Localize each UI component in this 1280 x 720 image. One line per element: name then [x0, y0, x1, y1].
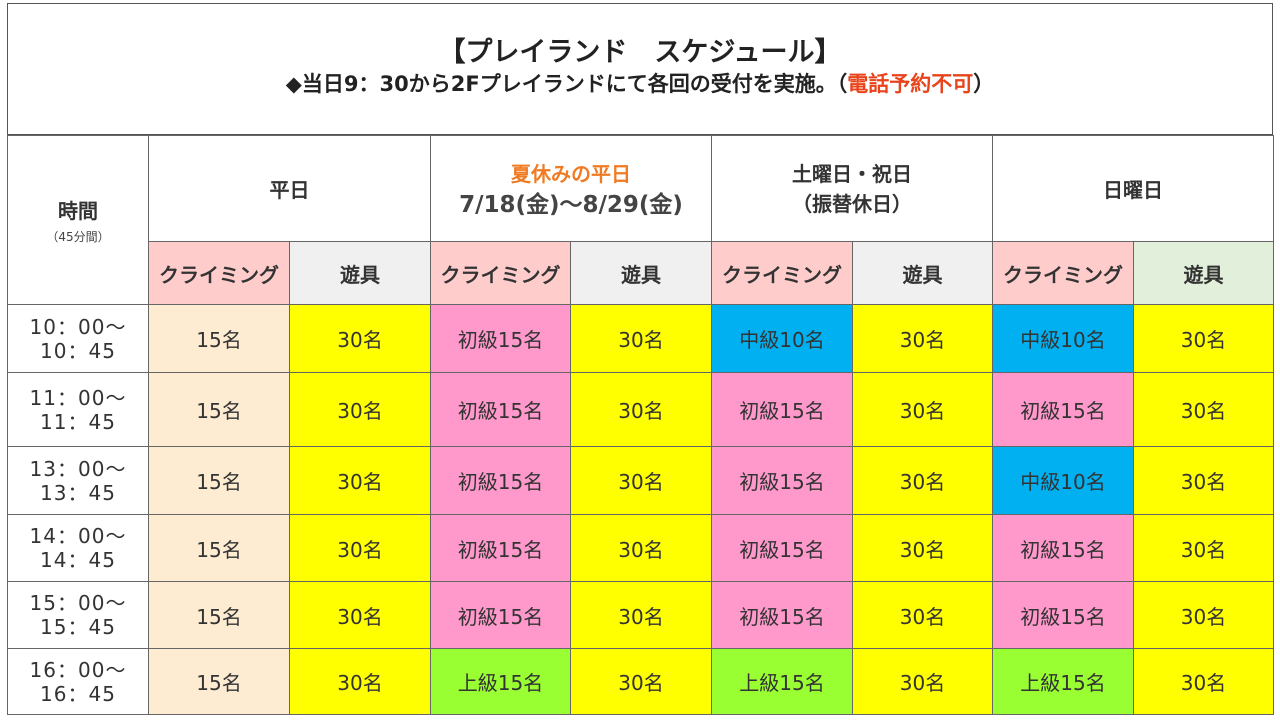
summer-weekday-title: 夏休みの平日 — [511, 161, 631, 186]
weekday-climbing-header: クライミング — [148, 241, 290, 305]
capacity-cell: 中級10名 — [711, 304, 853, 373]
time-start: 13：00〜 — [29, 456, 127, 481]
capacity-cell: 初級15名 — [430, 581, 571, 649]
capacity-cell: 30名 — [570, 372, 712, 447]
time-slot: 15：00〜 15：45 — [7, 581, 149, 649]
capacity-cell: 30名 — [289, 514, 431, 582]
capacity-cell: 15名 — [148, 372, 290, 447]
capacity-cell: 初級15名 — [430, 372, 571, 447]
capacity-cell: 上級15名 — [711, 648, 853, 715]
capacity-cell: 30名 — [1133, 514, 1274, 582]
capacity-cell: 初級15名 — [711, 372, 853, 447]
capacity-cell: 30名 — [570, 304, 712, 373]
capacity-cell: 30名 — [570, 648, 712, 715]
schedule-table: 時間 （45分間） 平日 夏休みの平日 7/18(金)〜8/29(金) 土曜日・… — [7, 135, 1274, 715]
time-end: 10：45 — [40, 338, 116, 363]
capacity-cell: 30名 — [1133, 446, 1274, 515]
summer-weekday-dates: 7/18(金)〜8/29(金) — [459, 191, 683, 218]
time-header: 時間 （45分間） — [7, 135, 149, 305]
time-start: 14：00〜 — [29, 524, 127, 548]
notice-text: ◆当日9：30から2Fプレイランドにて各回の受付を実施。（ — [285, 72, 848, 96]
capacity-cell: 30名 — [1133, 304, 1274, 373]
capacity-cell: 30名 — [852, 304, 993, 373]
summer-play-header: 遊具 — [570, 241, 712, 305]
time-end: 16：45 — [40, 681, 116, 706]
saturday-climbing-header: クライミング — [711, 241, 853, 305]
capacity-cell: 初級15名 — [711, 446, 853, 515]
saturday-holiday-title: 土曜日・祝日 — [792, 161, 912, 186]
capacity-cell: 初級15名 — [711, 581, 853, 649]
capacity-cell: 30名 — [570, 581, 712, 649]
time-start: 10：00〜 — [29, 314, 127, 339]
time-start: 15：00〜 — [29, 591, 127, 615]
capacity-cell: 30名 — [289, 304, 431, 373]
capacity-cell: 30名 — [289, 581, 431, 649]
capacity-cell: 初級15名 — [992, 514, 1134, 582]
capacity-cell: 15名 — [148, 304, 290, 373]
substitute-holiday-label: （振替休日） — [792, 191, 912, 216]
time-slot: 13：00〜 13：45 — [7, 446, 149, 515]
page-title: 【プレイランド スケジュール】 — [438, 37, 842, 68]
capacity-cell: 上級15名 — [992, 648, 1134, 715]
notice-close: ） — [973, 72, 995, 96]
no-phone-reservation: 電話予約不可 — [847, 72, 974, 96]
time-slot: 14：00〜 14：45 — [7, 514, 149, 582]
notice-line: ◆当日9：30から2Fプレイランドにて各回の受付を実施。（電話予約不可） — [8, 69, 1272, 99]
time-header-label: 時間 — [58, 199, 98, 223]
sunday-header: 日曜日 — [992, 135, 1274, 242]
summer-weekday-header: 夏休みの平日 7/18(金)〜8/29(金) — [430, 135, 712, 242]
capacity-cell: 初級15名 — [430, 446, 571, 515]
capacity-cell: 初級15名 — [711, 514, 853, 582]
capacity-cell: 30名 — [852, 581, 993, 649]
time-end: 15：45 — [40, 615, 116, 639]
time-slot: 10：00〜 10：45 — [7, 304, 149, 373]
capacity-cell: 30名 — [1133, 372, 1274, 447]
saturday-play-header: 遊具 — [852, 241, 993, 305]
capacity-cell: 30名 — [570, 514, 712, 582]
capacity-cell: 15名 — [148, 648, 290, 715]
table-row: 11：00〜 11：45 15名 30名 初級15名 30名 初級15名 30名 … — [7, 372, 1274, 447]
capacity-cell: 30名 — [1133, 581, 1274, 649]
table-row: 13：00〜 13：45 15名 30名 初級15名 30名 初級15名 30名 … — [7, 446, 1274, 515]
summer-climbing-header: クライミング — [430, 241, 571, 305]
capacity-cell: 中級10名 — [992, 446, 1134, 515]
capacity-cell: 中級10名 — [992, 304, 1134, 373]
time-slot: 16：00〜 16：45 — [7, 648, 149, 715]
capacity-cell: 30名 — [289, 372, 431, 447]
table-row: 16：00〜 16：45 15名 30名 上級15名 30名 上級15名 30名 … — [7, 648, 1274, 715]
title-box: 【プレイランド スケジュール】 ◆当日9：30から2Fプレイランドにて各回の受付… — [7, 3, 1273, 135]
table-row: 10：00〜 10：45 15名 30名 初級15名 30名 中級10名 30名 … — [7, 304, 1274, 373]
capacity-cell: 上級15名 — [430, 648, 571, 715]
time-start: 16：00〜 — [29, 657, 127, 682]
capacity-cell: 30名 — [1133, 648, 1274, 715]
capacity-cell: 30名 — [289, 648, 431, 715]
time-start: 11：00〜 — [29, 385, 127, 410]
capacity-cell: 30名 — [852, 648, 993, 715]
capacity-cell: 15名 — [148, 446, 290, 515]
weekday-header: 平日 — [148, 135, 431, 242]
capacity-cell: 初級15名 — [992, 372, 1134, 447]
capacity-cell: 初級15名 — [430, 304, 571, 373]
capacity-cell: 15名 — [148, 514, 290, 582]
sunday-climbing-header: クライミング — [992, 241, 1134, 305]
time-end: 11：45 — [40, 409, 116, 434]
capacity-cell: 初級15名 — [430, 514, 571, 582]
capacity-cell: 15名 — [148, 581, 290, 649]
capacity-cell: 30名 — [852, 514, 993, 582]
capacity-cell: 30名 — [289, 446, 431, 515]
sunday-play-header: 遊具 — [1133, 241, 1274, 305]
weekday-play-header: 遊具 — [289, 241, 431, 305]
capacity-cell: 初級15名 — [992, 581, 1134, 649]
capacity-cell: 30名 — [570, 446, 712, 515]
time-header-duration: （45分間） — [46, 230, 110, 244]
capacity-cell: 30名 — [852, 446, 993, 515]
time-end: 13：45 — [40, 480, 116, 505]
time-end: 14：45 — [40, 548, 116, 572]
capacity-cell: 30名 — [852, 372, 993, 447]
table-row: 15：00〜 15：45 15名 30名 初級15名 30名 初級15名 30名 … — [7, 581, 1274, 649]
saturday-holiday-header: 土曜日・祝日 （振替休日） — [711, 135, 993, 242]
table-row: 14：00〜 14：45 15名 30名 初級15名 30名 初級15名 30名 … — [7, 514, 1274, 582]
time-slot: 11：00〜 11：45 — [7, 372, 149, 447]
